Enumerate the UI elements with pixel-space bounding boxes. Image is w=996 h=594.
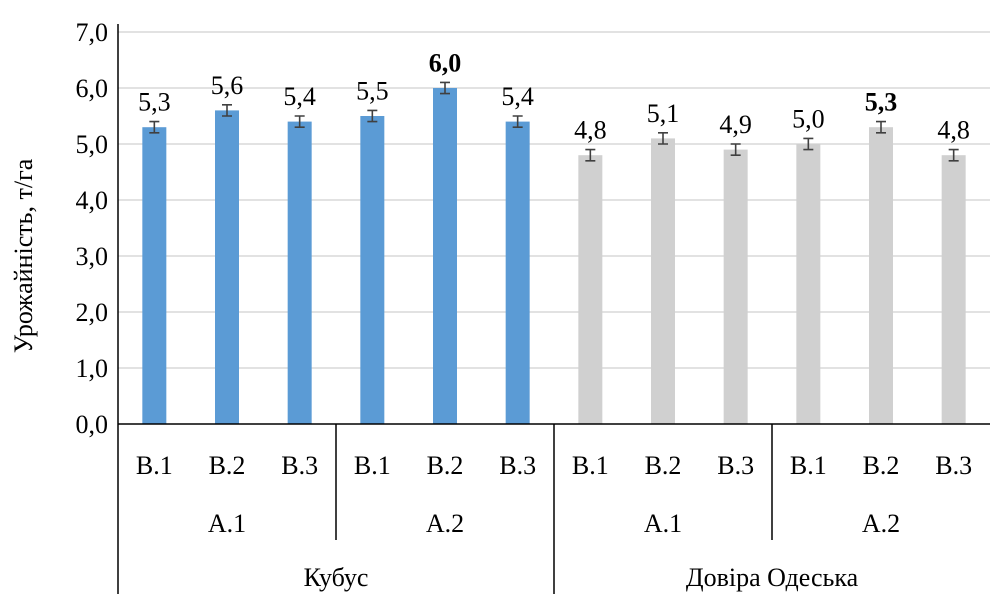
group-label: Кубус	[304, 563, 369, 592]
error-bars	[149, 81, 959, 162]
data-label: 5,0	[792, 104, 825, 133]
y-tick-labels: 0,0 1,0 2,0 3,0 4,0 5,0 6,0 7,0	[76, 18, 109, 439]
y-axis-title: Урожайність, т/га	[9, 158, 38, 353]
bar	[869, 127, 893, 424]
x-tick-label: В.3	[717, 451, 754, 480]
data-label: 5,4	[283, 82, 316, 111]
error-bar	[367, 109, 378, 123]
data-label: 4,8	[937, 116, 970, 145]
y-tick-label: 5,0	[76, 130, 109, 159]
error-bar	[222, 104, 232, 117]
bar	[142, 127, 167, 424]
group-label: Довіра Одеська	[686, 563, 859, 592]
bar	[941, 155, 966, 424]
error-bar	[730, 143, 741, 156]
data-label: 5,1	[647, 99, 680, 128]
data-label: 5,3	[865, 88, 898, 117]
bar	[505, 121, 530, 424]
bar	[360, 116, 385, 424]
error-bar	[149, 120, 160, 134]
x-tick-label: В.3	[499, 451, 536, 480]
bar	[433, 88, 457, 424]
gridlines	[118, 31, 990, 369]
x-tick-label: В.1	[354, 451, 391, 480]
y-tick-label: 3,0	[76, 242, 109, 271]
category-labels: В.1 В.2 В.3 В.1 В.2 В.3 В.1 В.2 В.3 В.1 В.2 В.3 А.1 А…	[136, 451, 972, 592]
data-label: 4,8	[574, 116, 607, 145]
error-bar	[294, 115, 305, 128]
error-bar	[512, 115, 523, 128]
x-tick-label: В.2	[427, 451, 464, 480]
bars	[142, 88, 966, 425]
y-tick-label: 2,0	[76, 298, 109, 327]
data-labels: 5,3 5,6 5,4 5,5 6,0 5,4 4,8 5,1 4,9 5,0 5,3 4,8	[138, 48, 970, 144]
subgroup-label: А.1	[644, 509, 682, 538]
data-label: 5,4	[501, 82, 534, 111]
data-label: 6,0	[429, 48, 462, 77]
bar	[723, 149, 748, 424]
x-tick-label: В.3	[281, 451, 318, 480]
bar	[796, 144, 821, 424]
bar	[578, 155, 603, 424]
bar	[651, 138, 675, 424]
x-tick-label: В.2	[645, 451, 682, 480]
x-tick-label: В.1	[790, 451, 827, 480]
error-bar	[876, 120, 886, 134]
subgroup-label: А.2	[426, 509, 464, 538]
error-bar	[803, 137, 814, 151]
axes	[117, 24, 990, 594]
x-tick-label: В.1	[136, 451, 173, 480]
y-tick-label: 4,0	[76, 186, 109, 215]
subgroup-label: А.2	[862, 509, 900, 538]
error-bar	[440, 81, 450, 95]
subgroup-label: А.1	[208, 509, 246, 538]
error-bar	[585, 148, 596, 162]
y-tick-label: 1,0	[76, 354, 109, 383]
y-tick-label: 0,0	[76, 410, 109, 439]
error-bar	[658, 132, 668, 145]
bar	[287, 121, 312, 424]
error-bar	[948, 148, 959, 162]
data-label: 5,6	[211, 71, 244, 100]
x-tick-label: В.1	[572, 451, 609, 480]
bar	[215, 110, 239, 425]
y-tick-label: 6,0	[76, 74, 109, 103]
data-label: 4,9	[719, 110, 752, 139]
x-tick-label: В.2	[863, 451, 900, 480]
y-tick-label: 7,0	[76, 18, 109, 47]
x-tick-label: В.3	[935, 451, 972, 480]
data-label: 5,3	[138, 88, 171, 117]
data-label: 5,5	[356, 76, 389, 105]
x-tick-label: В.2	[209, 451, 246, 480]
